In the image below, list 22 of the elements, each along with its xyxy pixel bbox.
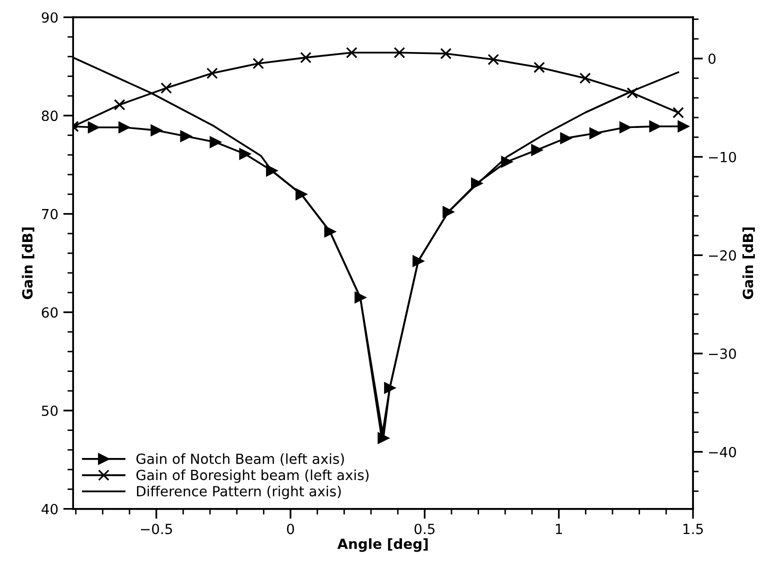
x-tick-label: 0 bbox=[286, 524, 294, 534]
y-tick-label: 60 bbox=[42, 307, 58, 318]
y-tick-label: 50 bbox=[42, 406, 58, 416]
legend-label: Difference Pattern (right axis) bbox=[137, 486, 341, 500]
x-tick-label: −0.5 bbox=[140, 524, 172, 534]
y2-tick-label: −40 bbox=[709, 446, 736, 458]
legend-label: Gain of Boresight beam (left axis) bbox=[136, 469, 369, 483]
y-tick-label: 80 bbox=[42, 110, 58, 122]
y2-tick-label: −30 bbox=[709, 348, 736, 359]
y2-axis-title: Gain [dB] bbox=[742, 228, 755, 300]
y-tick-label: 40 bbox=[42, 504, 58, 514]
y2-tick-label: −20 bbox=[709, 250, 736, 261]
y2-tick-label: 0 bbox=[708, 54, 716, 64]
y-tick-label: 90 bbox=[42, 12, 58, 23]
y-tick-label: 70 bbox=[42, 208, 58, 220]
y-axis-title: Gain [dB] bbox=[22, 228, 34, 300]
x-axis-title: Angle [deg] bbox=[337, 538, 428, 552]
x-tick-label: 1 bbox=[556, 524, 562, 534]
y2-tick-label: −10 bbox=[709, 152, 736, 162]
x-tick-label: 1.5 bbox=[683, 524, 703, 534]
x-tick-label: 0.5 bbox=[414, 524, 434, 534]
legend-label: Gain of Notch Beam (left axis) bbox=[136, 453, 344, 466]
